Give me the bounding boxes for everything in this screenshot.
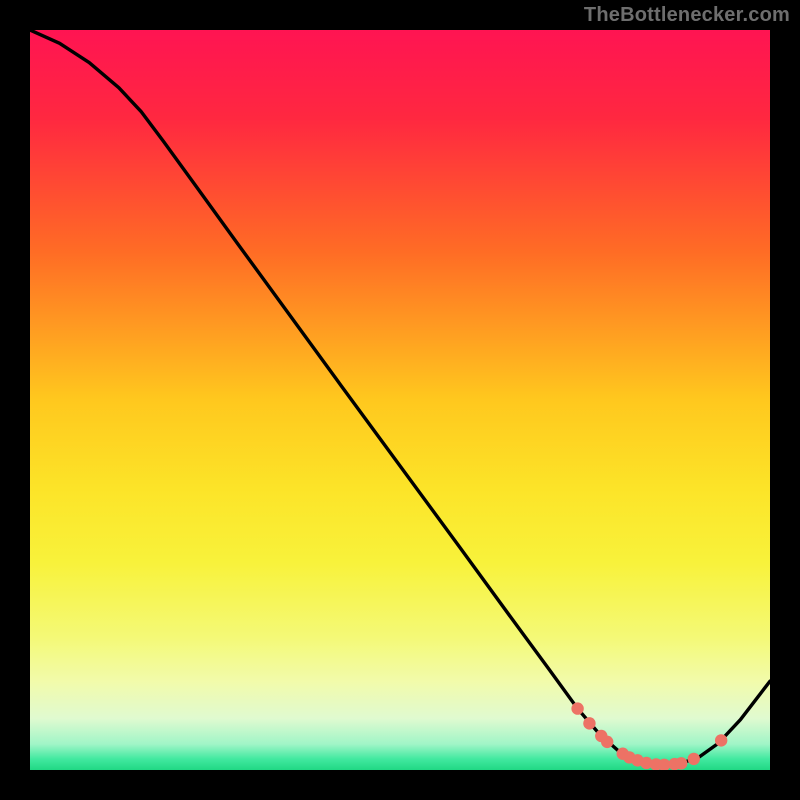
- marker-dot: [601, 736, 613, 748]
- marker-dot: [583, 717, 595, 729]
- bottleneck-chart: [30, 30, 770, 770]
- chart-frame: TheBottlenecker.com: [0, 0, 800, 800]
- marker-dot: [571, 702, 583, 714]
- plot-container: [30, 30, 770, 770]
- watermark-text: TheBottlenecker.com: [584, 4, 790, 27]
- gradient-background: [30, 30, 770, 770]
- marker-dot: [675, 757, 687, 769]
- marker-dot: [715, 734, 727, 746]
- marker-dot: [688, 753, 700, 765]
